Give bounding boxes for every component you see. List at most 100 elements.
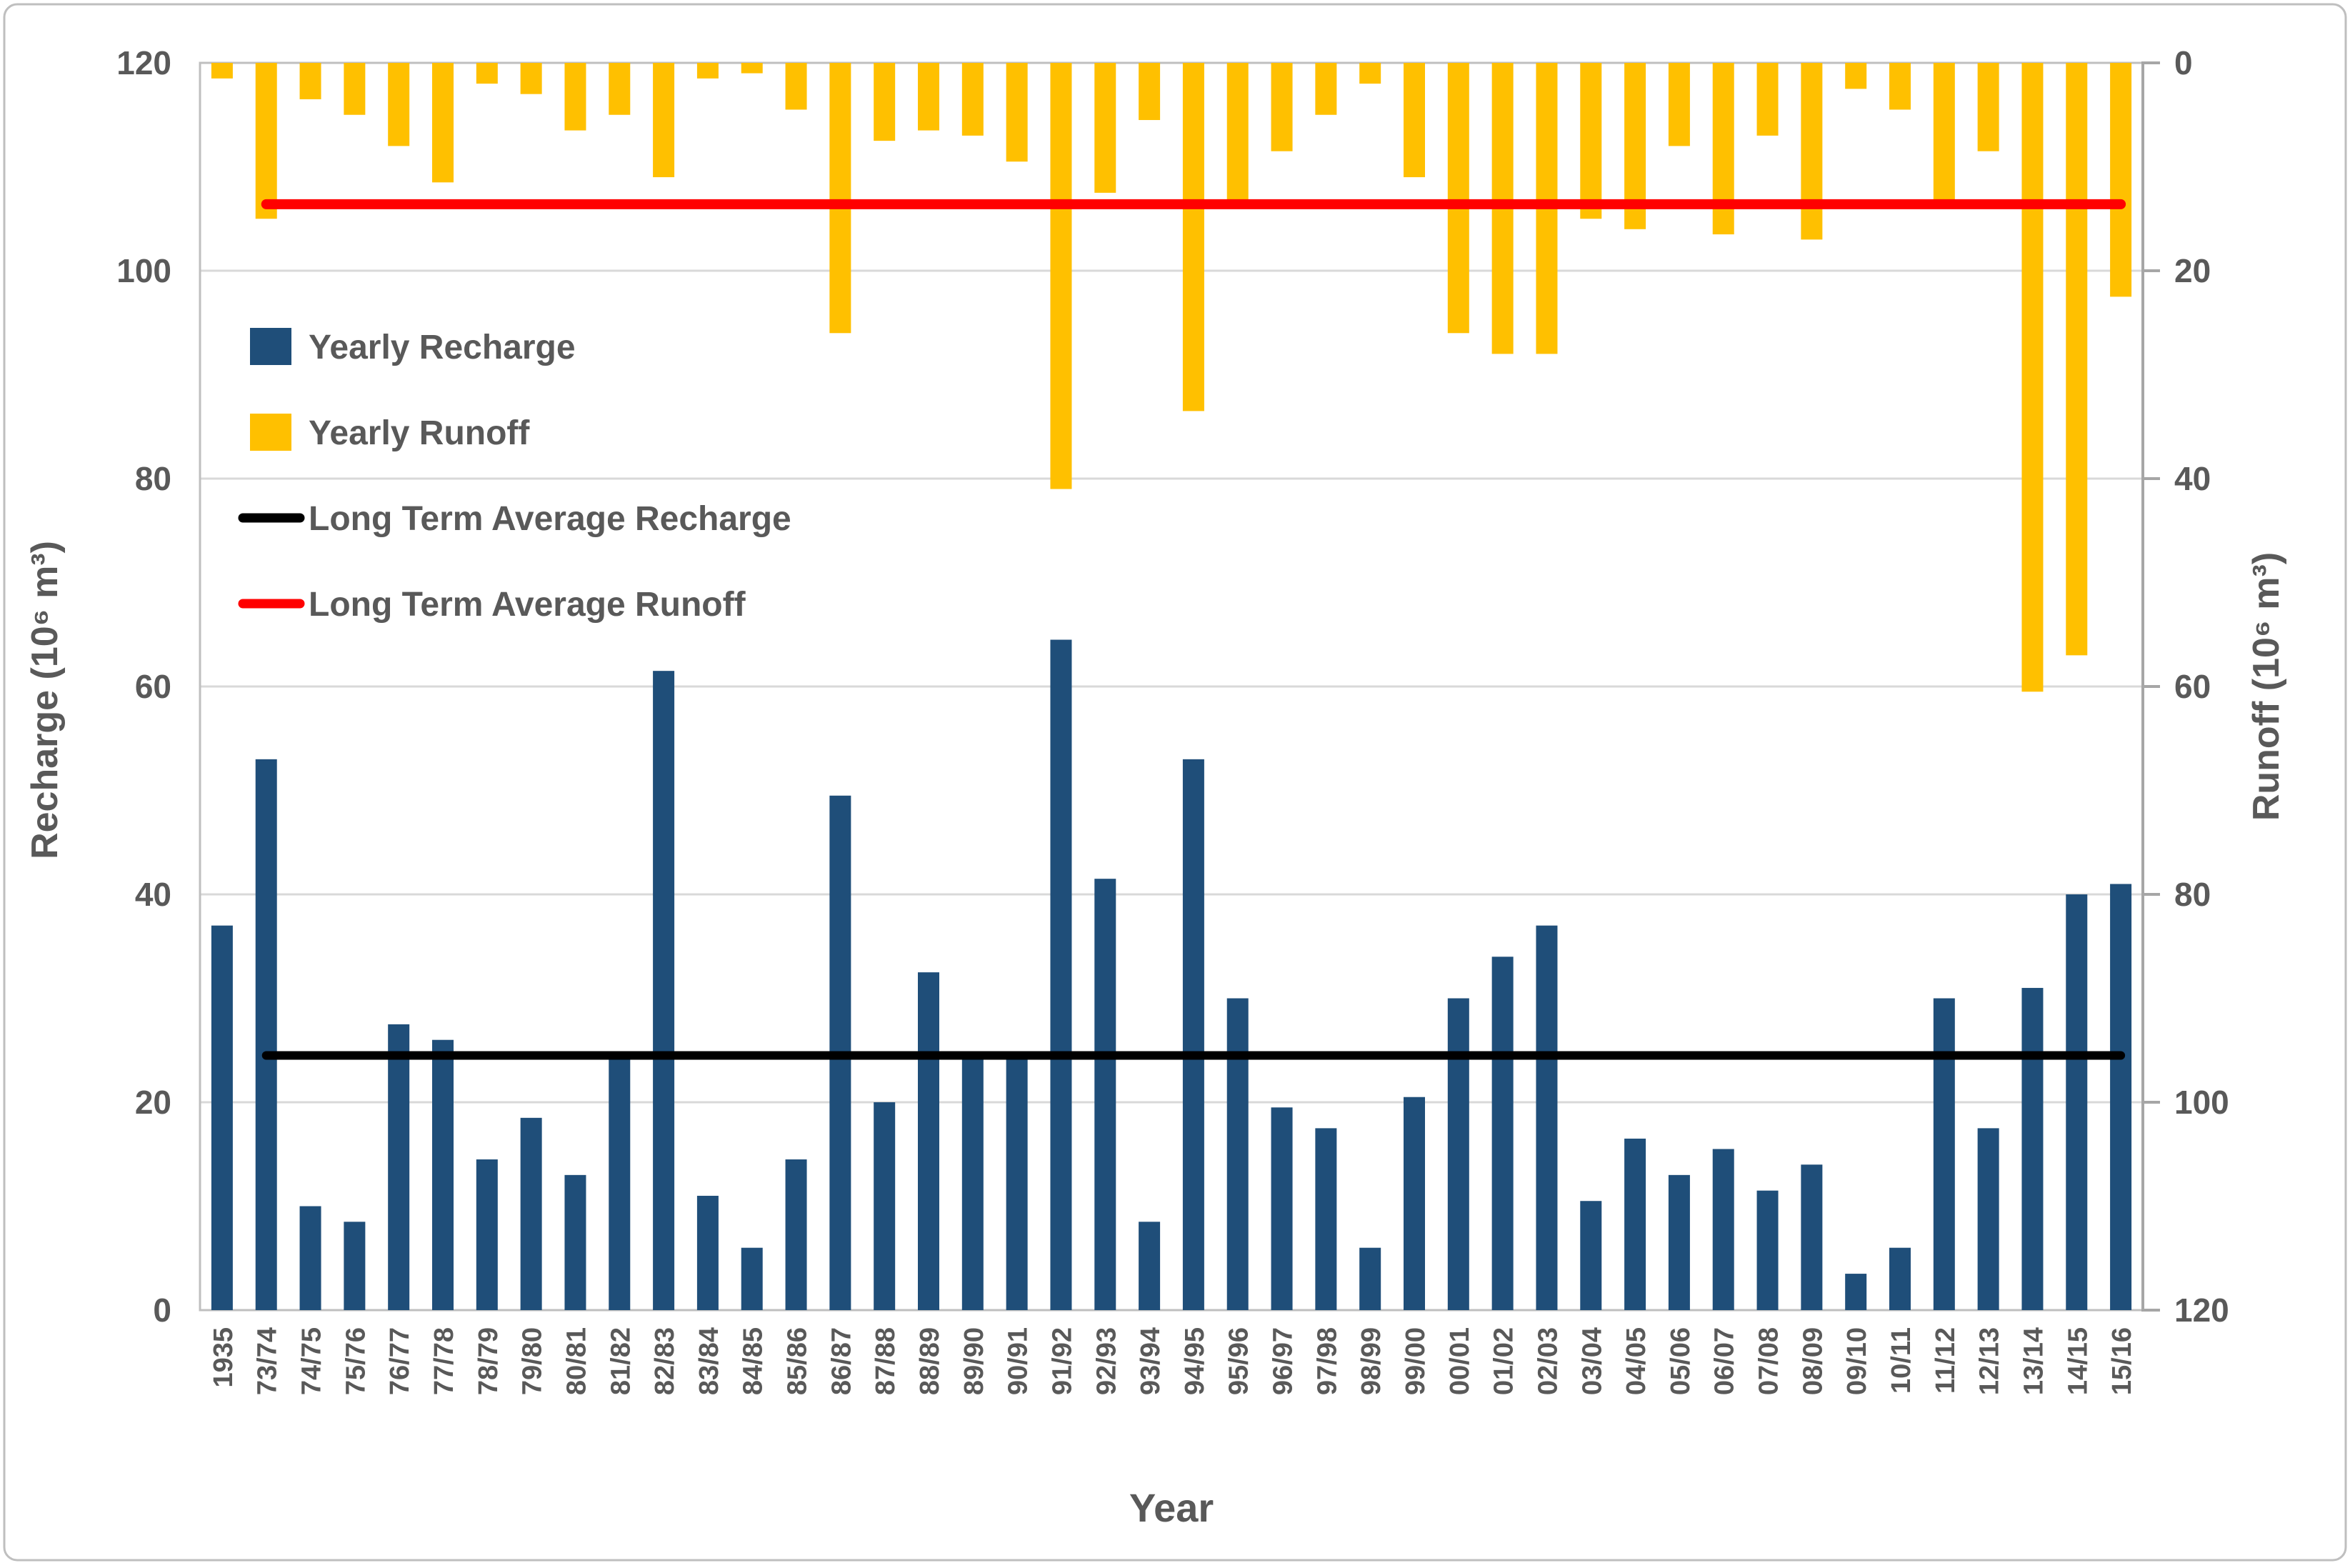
recharge-bar — [1845, 1274, 1867, 1310]
x-axis-tick-label: 82/83 — [650, 1327, 680, 1395]
x-axis-tick-label: 06/07 — [1710, 1327, 1740, 1395]
recharge-bar — [564, 1174, 586, 1310]
x-axis-tick-label: 08/09 — [1798, 1327, 1828, 1395]
recharge-bar — [1756, 1190, 1779, 1310]
recharge-bar — [2110, 884, 2132, 1310]
right-axis-tick-label: 120 — [2174, 1292, 2229, 1329]
runoff-bar — [874, 63, 896, 141]
recharge-bar — [388, 1024, 410, 1310]
recharge-bar — [741, 1247, 763, 1310]
runoff-legend-swatch — [250, 414, 291, 451]
runoff-bar — [1315, 63, 1337, 115]
runoff-bar — [1756, 63, 1779, 136]
runoff-bar — [520, 63, 542, 94]
recharge-bar — [344, 1222, 366, 1310]
x-axis-tick-label: 87/88 — [871, 1327, 901, 1395]
recharge-bar — [255, 759, 277, 1310]
recharge-bar — [299, 1206, 321, 1310]
x-axis-tick-label: 09/10 — [1842, 1327, 1872, 1395]
right-axis-tick-label: 40 — [2174, 460, 2211, 497]
runoff-bar — [1404, 63, 1425, 178]
left-axis-tick-label: 60 — [135, 668, 171, 705]
runoff-bar — [432, 63, 454, 183]
recharge-bar — [918, 972, 939, 1310]
recharge-bar — [1271, 1107, 1293, 1310]
legend-item: Yearly Recharge — [250, 328, 576, 366]
x-axis-tick-label: 12/13 — [1975, 1327, 2005, 1395]
runoff-bar — [476, 63, 498, 84]
recharge-bar — [1182, 759, 1204, 1310]
runoff-bar — [1668, 63, 1690, 146]
x-axis-tick-label: 14/15 — [2063, 1327, 2093, 1395]
runoff-bar — [1889, 63, 1911, 110]
legend-label: Long Term Average Runoff — [309, 586, 746, 624]
runoff-bar — [1006, 63, 1028, 162]
right-axis-title: Runoff (10⁶ m³) — [2246, 552, 2287, 821]
runoff-bar — [785, 63, 807, 110]
runoff-bar — [961, 63, 984, 136]
legend-label: Long Term Average Recharge — [309, 500, 791, 538]
x-axis-tick-label: 90/91 — [1004, 1327, 1034, 1395]
runoff-bar — [829, 63, 851, 334]
x-axis-tick-label: 02/03 — [1533, 1327, 1563, 1395]
x-axis-tick-label: 98/99 — [1356, 1327, 1386, 1395]
right-axis-tick-label: 20 — [2174, 252, 2211, 289]
runoff-bar — [1139, 63, 1161, 121]
runoff-bar — [1447, 63, 1469, 334]
runoff-bar — [2110, 63, 2132, 297]
recharge-bar — [785, 1159, 807, 1310]
recharge-bar — [432, 1039, 454, 1310]
recharge-bar — [1006, 1055, 1028, 1310]
x-axis-tick-label: 86/87 — [826, 1327, 856, 1395]
recharge-legend-swatch — [250, 328, 291, 365]
x-axis-tick-label: 11/12 — [1931, 1327, 1961, 1394]
legend-label: Yearly Runoff — [309, 414, 530, 452]
recharge-bar — [1226, 998, 1249, 1310]
x-axis-tick-label: 95/96 — [1224, 1327, 1254, 1395]
recharge-bar — [1404, 1097, 1425, 1310]
runoff-bar — [211, 63, 233, 79]
runoff-bar — [2021, 63, 2044, 692]
right-axis-tick-label: 0 — [2174, 44, 2193, 81]
x-axis-tick-label: 74/75 — [297, 1327, 327, 1395]
recharge-bar — [874, 1102, 896, 1310]
runoff-bar — [1271, 63, 1293, 151]
right-axis-tick-label: 60 — [2174, 668, 2211, 705]
x-axis-tick-label: 07/08 — [1754, 1327, 1784, 1395]
left-axis-tick-label: 0 — [153, 1292, 171, 1329]
runoff-bar — [696, 63, 719, 79]
recharge-bar — [1933, 998, 1955, 1310]
recharge-bar — [1139, 1222, 1161, 1310]
runoff-bar — [741, 63, 763, 74]
runoff-bar — [1801, 63, 1823, 240]
recharge-bar — [1668, 1174, 1690, 1310]
runoff-bar — [388, 63, 410, 146]
recharge-bar — [696, 1195, 719, 1310]
legend-label: Yearly Recharge — [309, 329, 576, 366]
recharge-bar — [1801, 1164, 1823, 1310]
left-axis-tick-label: 80 — [135, 460, 171, 497]
recharge-bar — [1315, 1128, 1337, 1310]
x-axis-tick-label: 91/92 — [1047, 1327, 1077, 1395]
left-axis-title: Recharge (10⁶ m³) — [24, 541, 66, 859]
runoff-bar — [1359, 63, 1381, 84]
x-axis-tick-label: 00/01 — [1445, 1327, 1475, 1395]
recharge-bar — [476, 1159, 498, 1310]
runoff-bar — [653, 63, 675, 178]
x-axis-tick-label: 13/14 — [2019, 1327, 2049, 1395]
x-axis-tick-label: 04/05 — [1621, 1327, 1651, 1395]
x-axis-tick-label: 80/81 — [561, 1327, 591, 1395]
recharge-bar — [1580, 1201, 1602, 1310]
recharge-bar — [1624, 1138, 1646, 1310]
runoff-bar — [609, 63, 631, 115]
recharge-bar — [1491, 957, 1514, 1310]
left-axis-tick-label: 100 — [116, 252, 171, 289]
legend-item: Long Term Average Runoff — [238, 586, 746, 624]
x-axis-tick-label: 79/80 — [518, 1327, 548, 1395]
runoff-bar — [1182, 63, 1204, 411]
figure-border — [3, 3, 2347, 1562]
x-axis-tick-label: 85/86 — [783, 1327, 813, 1395]
x-axis-tick-label: 78/79 — [474, 1327, 504, 1395]
